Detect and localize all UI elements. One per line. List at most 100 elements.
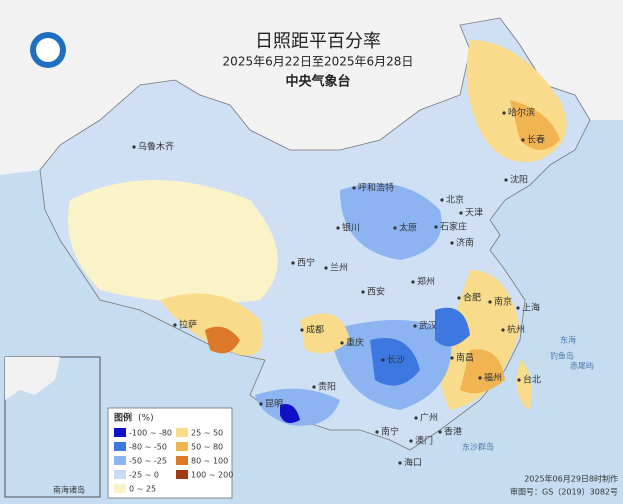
legend-label: -80 ~ -50	[129, 443, 167, 452]
city-dot	[300, 328, 304, 332]
city-label: 成都	[306, 324, 324, 336]
city-dot	[393, 226, 397, 230]
city-dot	[375, 430, 379, 434]
city-dot	[516, 306, 520, 310]
city-dot	[324, 266, 328, 270]
city-label: 银川	[342, 222, 360, 234]
city-label: 南京	[494, 296, 512, 308]
city-dot	[291, 261, 295, 265]
legend-label: 80 ~ 100	[191, 457, 228, 466]
city-dot	[457, 296, 461, 300]
legend-label: 0 ~ 25	[129, 485, 156, 494]
city-dot	[450, 356, 454, 360]
city-dot	[414, 416, 418, 420]
city-label: 合肥	[463, 292, 481, 304]
city-label: 海口	[404, 457, 422, 469]
city-label: 呼和浩特	[358, 182, 394, 194]
city-dot	[488, 300, 492, 304]
sea-label: 赤尾屿	[570, 362, 594, 371]
city-label: 重庆	[346, 337, 364, 349]
legend: -100 ~ -80 -80 ~ -50 -50 ~ -25 -25 ~ 0 0 ~ 2…	[114, 428, 233, 494]
city-label: 兰州	[330, 262, 348, 274]
legend-title: 图例	[114, 412, 132, 424]
legend-label: 25 ~ 50	[191, 429, 223, 438]
legend-label: -50 ~ -25	[129, 457, 167, 466]
city-label: 西宁	[297, 257, 315, 269]
city-label: 乌鲁木齐	[138, 141, 174, 153]
city-label: 贵阳	[318, 381, 336, 393]
title: 日照距平百分率	[255, 31, 381, 52]
city-label: 香港	[444, 426, 462, 438]
city-dot	[352, 186, 356, 190]
city-label: 广州	[420, 412, 438, 424]
city-label: 拉萨	[179, 319, 197, 331]
city-dot	[381, 358, 385, 362]
legend-swatch	[176, 442, 188, 451]
city-dot	[132, 145, 136, 149]
city-dot	[361, 290, 365, 294]
logo-inner	[36, 38, 60, 62]
legend-swatch	[176, 456, 188, 465]
legend-unit: (%)	[138, 414, 154, 424]
legend-swatch	[176, 428, 188, 437]
city-label: 南昌	[456, 352, 474, 364]
legend-swatch	[114, 470, 126, 479]
city-label: 济南	[456, 237, 474, 249]
city-dot	[502, 111, 506, 115]
legend-swatch	[176, 470, 188, 479]
city-label: 太原	[399, 222, 417, 234]
city-label: 长春	[527, 134, 545, 146]
city-dot	[173, 323, 177, 327]
city-dot	[478, 376, 482, 380]
city-dot	[398, 461, 402, 465]
legend-swatch	[114, 484, 126, 493]
city-dot	[434, 225, 438, 229]
city-dot	[411, 280, 415, 284]
city-label: 天津	[465, 208, 483, 219]
city-label: 西安	[367, 286, 385, 298]
city-dot	[438, 430, 442, 434]
legend-frame	[107, 407, 233, 499]
city-dot	[440, 198, 444, 202]
legend-label: -25 ~ 0	[129, 471, 159, 480]
city-label: 福州	[484, 372, 502, 384]
legend-swatch	[114, 428, 126, 437]
legend-label: 100 ~ 200	[191, 471, 233, 480]
city-label: 上海	[522, 302, 540, 314]
city-dot	[450, 241, 454, 245]
city-dot	[336, 226, 340, 230]
city-label: 台北	[523, 374, 541, 386]
city-label: 北京	[446, 194, 464, 206]
sea-label: 东海	[560, 335, 576, 345]
footer-approval: 审图号：GS（2019）3082号	[510, 487, 618, 497]
city-dot	[413, 324, 417, 328]
city-dot	[504, 178, 508, 182]
city-dot	[340, 341, 344, 345]
city-label: 长沙	[387, 354, 405, 366]
inset-land	[5, 357, 60, 400]
agency: 中央气象台	[285, 74, 350, 90]
city-label: 沈阳	[510, 174, 528, 186]
city-label: 澳门	[415, 435, 433, 447]
legend-label: -100 ~ -80	[129, 429, 172, 438]
city-label: 杭州	[507, 324, 525, 336]
city-label: 郑州	[417, 276, 435, 288]
city-label: 石家庄	[440, 221, 467, 233]
city-dot	[501, 328, 505, 332]
city-dot	[259, 402, 263, 406]
sea-label: 钓鱼岛	[550, 351, 574, 361]
inset-label: 南海诸岛	[53, 485, 85, 495]
city-dot	[409, 439, 413, 443]
legend-label: 50 ~ 80	[191, 443, 223, 452]
shading	[68, 40, 567, 426]
city-dot	[459, 211, 463, 215]
city-label: 南宁	[381, 426, 399, 438]
date-range: 2025年6月22日至2025年6月28日	[223, 55, 414, 69]
legend-swatch	[114, 442, 126, 451]
footer-made: 2025年06月29日8时制作	[524, 474, 618, 484]
sea-label: 东沙群岛	[462, 442, 494, 452]
city-dot	[312, 385, 316, 389]
city-dot	[521, 138, 525, 142]
